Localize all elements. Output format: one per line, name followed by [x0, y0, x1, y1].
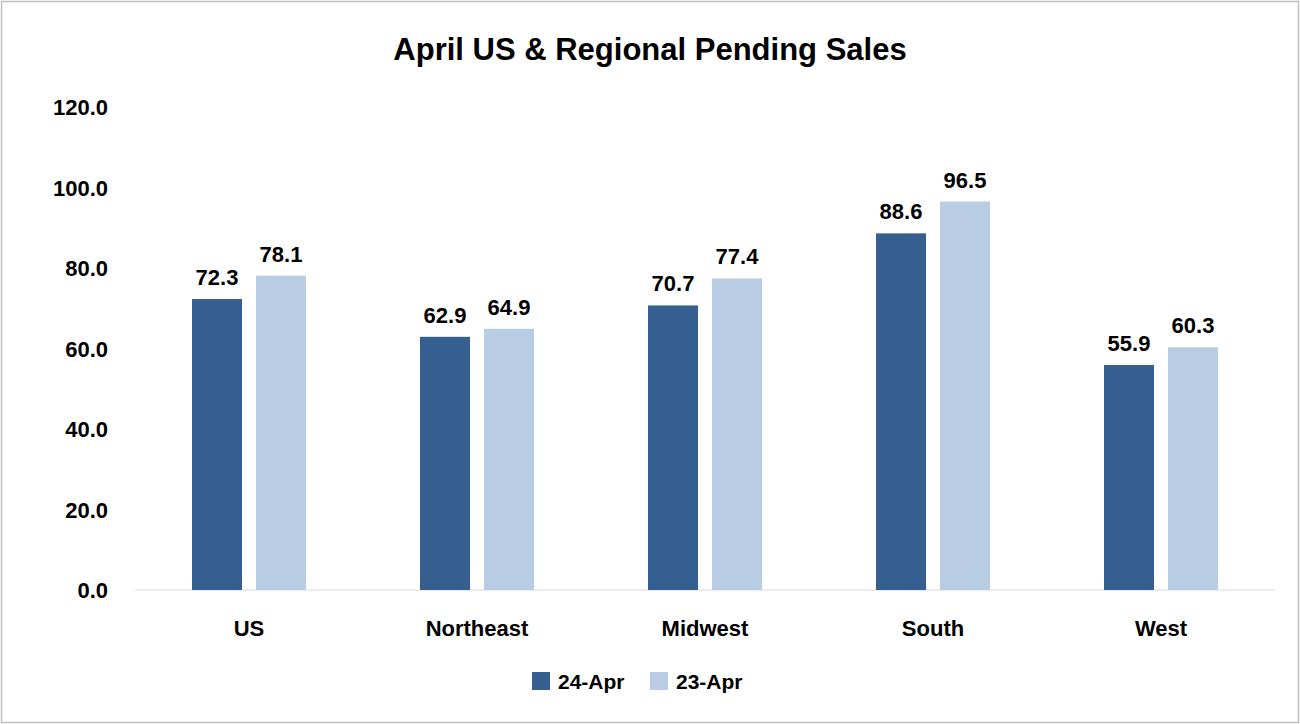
data-label: 78.1 — [260, 242, 303, 267]
y-tick-label: 20.0 — [65, 498, 108, 523]
y-tick-label: 120.0 — [53, 95, 108, 120]
legend: 24-Apr 23-Apr — [532, 670, 743, 693]
bars — [192, 202, 1218, 590]
y-tick-label: 80.0 — [65, 256, 108, 281]
bar — [484, 329, 534, 590]
x-tick-label: Northeast — [426, 616, 529, 641]
bar — [256, 276, 306, 590]
legend-label: 24-Apr — [558, 670, 625, 693]
data-label: 64.9 — [488, 295, 531, 320]
x-tick-label: South — [902, 616, 964, 641]
data-label: 62.9 — [424, 303, 467, 328]
y-tick-label: 40.0 — [65, 417, 108, 442]
legend-label: 23-Apr — [676, 670, 743, 693]
y-tick-label: 0.0 — [77, 578, 108, 603]
bar — [192, 299, 242, 590]
legend-swatch — [532, 672, 550, 690]
data-label: 77.4 — [716, 244, 760, 269]
tick-mark — [131, 429, 135, 430]
y-tick-label: 100.0 — [53, 176, 108, 201]
data-label: 72.3 — [196, 265, 239, 290]
data-label: 96.5 — [944, 168, 987, 193]
bar — [712, 278, 762, 590]
bar — [940, 202, 990, 590]
bar — [1104, 365, 1154, 590]
bar — [1168, 347, 1218, 590]
data-label: 60.3 — [1172, 313, 1215, 338]
tick-mark — [131, 187, 135, 188]
data-label: 88.6 — [880, 199, 923, 224]
legend-swatch — [650, 672, 668, 690]
tick-mark — [131, 509, 135, 510]
data-label: 55.9 — [1108, 331, 1151, 356]
bar — [876, 233, 926, 590]
bar — [420, 337, 470, 590]
chart: April US & Regional Pending Sales 0.0 20.0… — [0, 0, 1300, 724]
data-label: 70.7 — [652, 271, 695, 296]
tick-mark — [131, 590, 135, 591]
data-labels: 72.3 78.1 62.9 64.9 70.7 77.4 88.6 96.5 55.9 60.3 — [196, 168, 1215, 356]
title: April US & Regional Pending Sales — [393, 32, 906, 67]
chart-frame — [2, 2, 1299, 723]
tick-mark — [131, 107, 135, 108]
tick-mark — [131, 348, 135, 349]
bar — [648, 305, 698, 590]
x-tick-label: US — [234, 616, 265, 641]
x-tick-label: Midwest — [662, 616, 749, 641]
y-tick-label: 60.0 — [65, 337, 108, 362]
tick-mark — [131, 268, 135, 269]
x-tick-label: West — [1135, 616, 1188, 641]
